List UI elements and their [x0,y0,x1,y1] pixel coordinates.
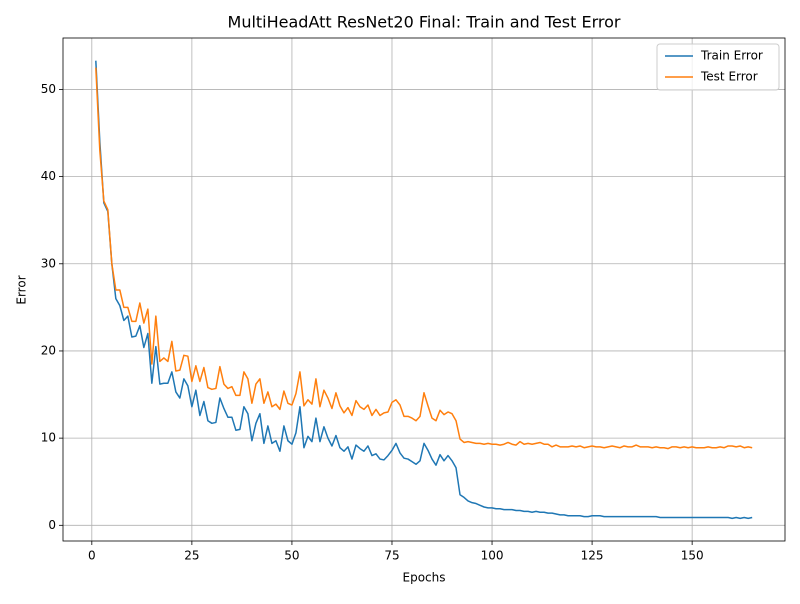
y-tick-label: 10 [41,431,56,445]
x-tick-label: 100 [481,549,504,563]
x-tick-label: 0 [88,549,96,563]
y-axis-label: Error [15,275,29,304]
x-tick-label: 125 [581,549,604,563]
y-tick-label: 20 [41,343,56,357]
y-tick-label: 0 [48,518,56,532]
line-series [95,60,753,520]
y-tick-label: 50 [41,82,56,96]
y-tick-label: 40 [41,169,56,183]
x-tick-label: 50 [284,549,299,563]
legend-label: Train Error [700,49,763,63]
x-tick-label: 25 [184,549,199,563]
line-series [95,67,753,450]
x-tick-label: 75 [384,549,399,563]
y-tick-label: 30 [41,256,56,270]
plot-frame [62,37,786,542]
x-tick-label: 150 [681,549,704,563]
x-axis-label: Epochs [403,571,446,585]
legend: Train Error Test Error [656,43,780,91]
chart-title: MultiHeadAtt ResNet20 Final: Train and T… [228,13,621,32]
legend-label: Test Error [700,70,758,84]
